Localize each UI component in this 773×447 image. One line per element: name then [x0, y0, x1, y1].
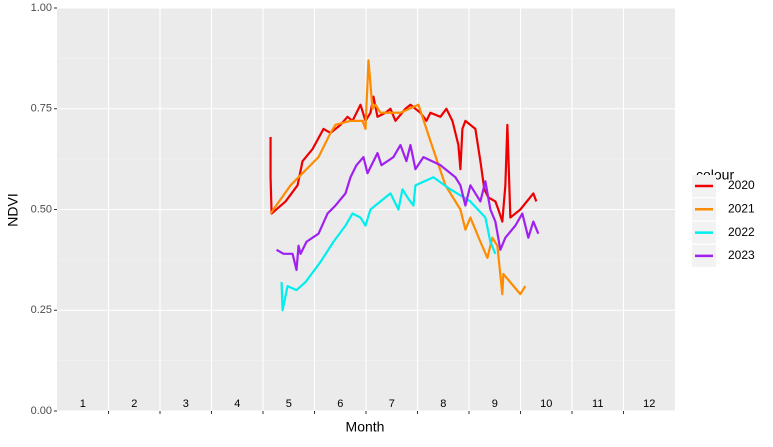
month-label: 11 [592, 398, 603, 410]
month-label: 6 [337, 398, 343, 410]
series-line [280, 176, 497, 312]
series-line [269, 59, 527, 296]
month-label: 3 [183, 398, 189, 410]
month-label: 4 [234, 398, 240, 410]
x-axis-label: Month [346, 419, 385, 435]
month-label: 1 [80, 398, 86, 410]
legend-label: 2021 [728, 201, 755, 215]
y-tick-label: 0.25 [31, 304, 52, 316]
legend-label: 2022 [728, 225, 755, 239]
month-label: 7 [389, 398, 395, 410]
month-label: 10 [540, 398, 552, 410]
y-tick-label: 1.00 [31, 2, 52, 14]
y-tick-label: 0.75 [31, 103, 52, 115]
y-tick-label: 0.50 [31, 203, 52, 215]
y-tick-label: 0.00 [31, 405, 52, 417]
y-axis-label: NDVI [5, 193, 21, 226]
legend-label: 2023 [728, 248, 755, 262]
month-label: 8 [440, 398, 446, 410]
month-label: 2 [131, 398, 137, 410]
month-label: 9 [492, 398, 498, 410]
month-label: 12 [643, 398, 655, 410]
series-line [275, 143, 540, 272]
month-label: 5 [286, 398, 292, 410]
legend-label: 2020 [728, 178, 755, 192]
